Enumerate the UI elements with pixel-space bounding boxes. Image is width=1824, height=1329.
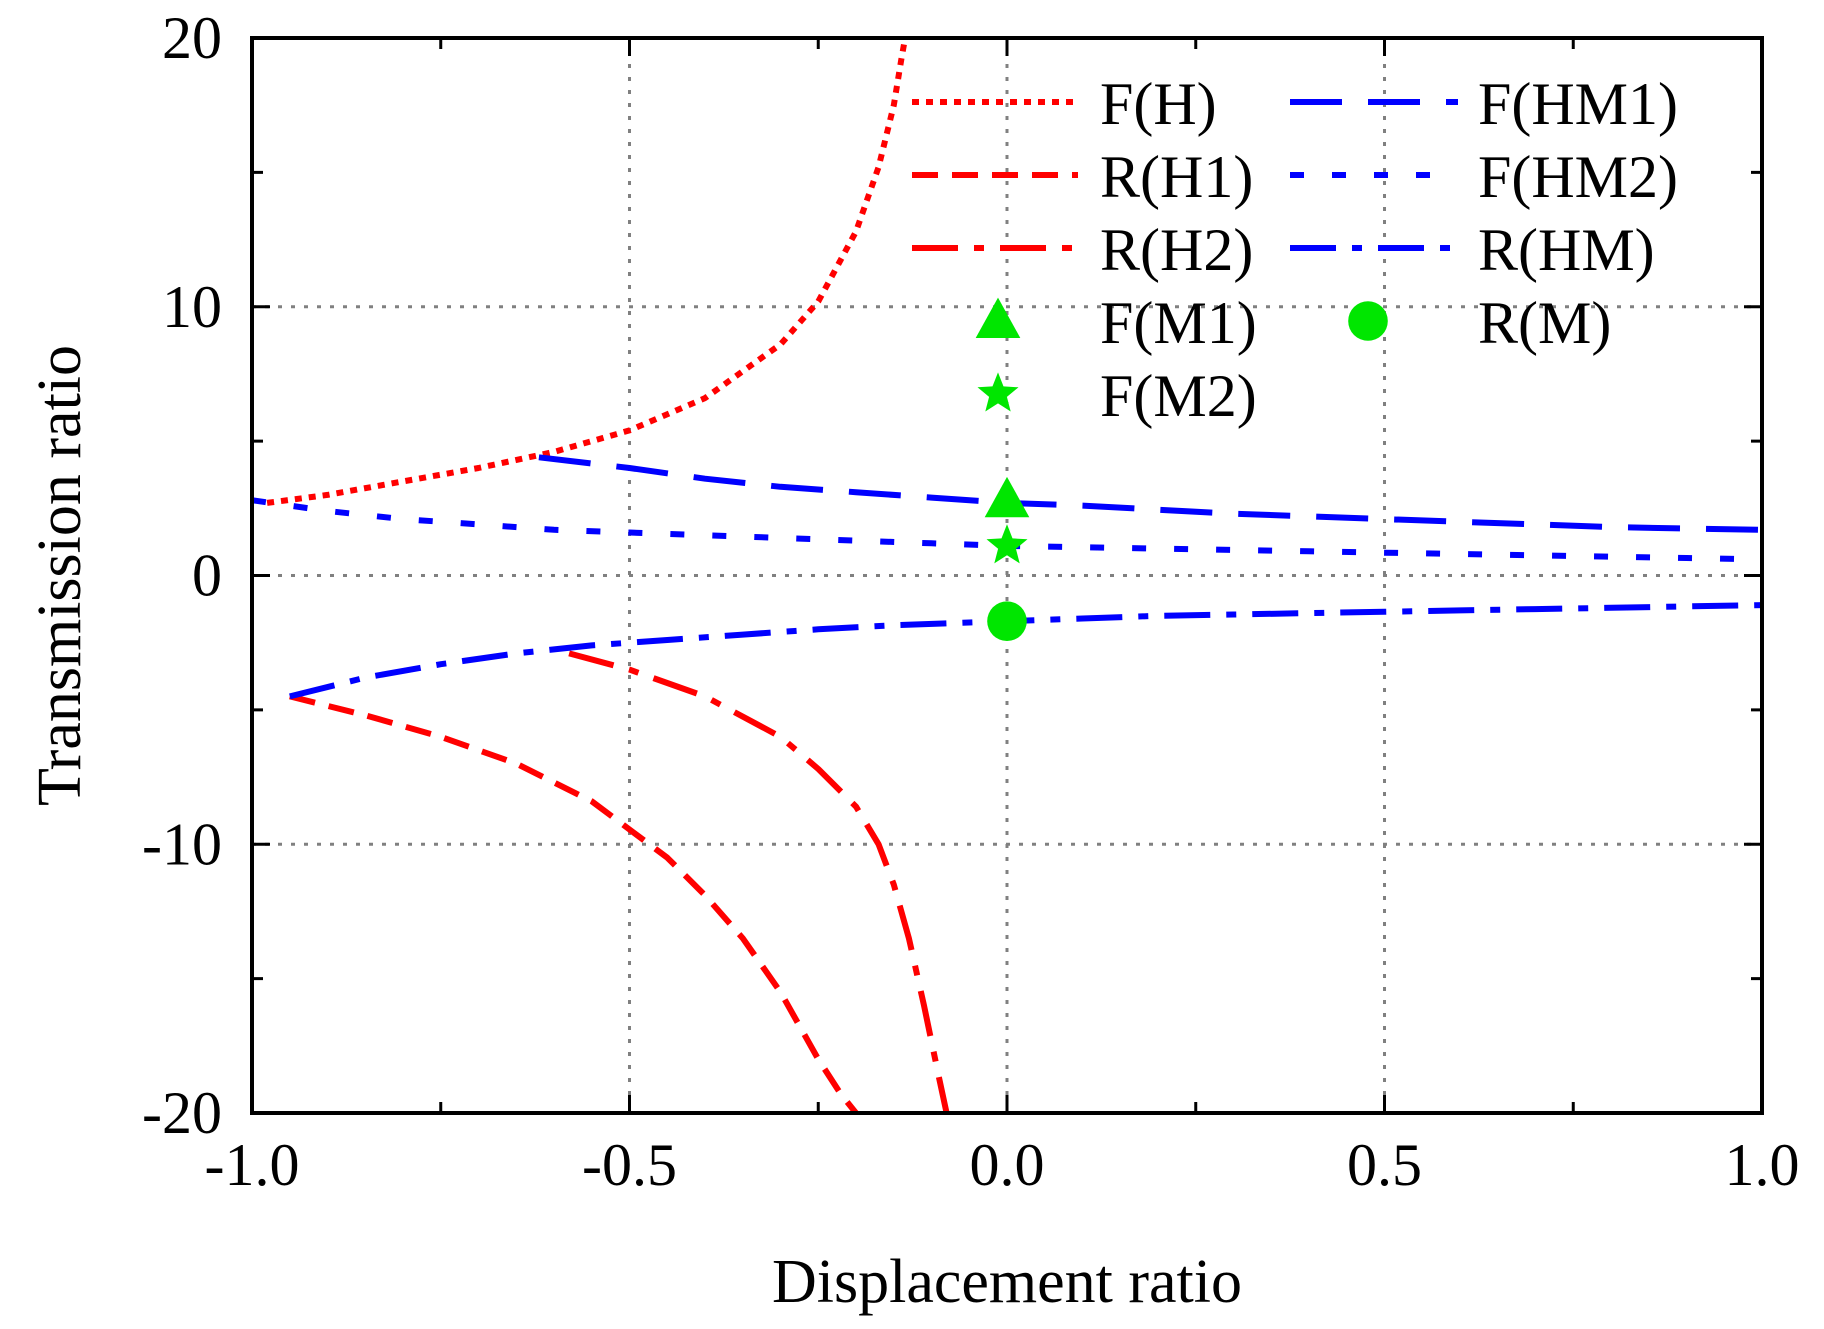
y-tick-label: 0 (192, 543, 222, 609)
point-R(M) (987, 601, 1027, 641)
y-tick-labels: -20 -10 0 10 20 (142, 5, 222, 1146)
grid-lines (252, 38, 1762, 1113)
legend-marker-R(M) (1348, 301, 1388, 341)
legend-label-R(H1): R(H1) (1100, 144, 1253, 210)
x-tick-label: -0.5 (582, 1132, 677, 1198)
series-line-R(H1) (289, 693, 859, 1113)
y-tick-label: -10 (142, 811, 222, 877)
series-line-F(HM1) (538, 454, 1762, 533)
series-line-R(H2) (568, 650, 950, 1113)
point-F(M2) (986, 524, 1028, 564)
y-tick-label: 10 (162, 274, 222, 340)
x-tick-label: -1.0 (205, 1132, 300, 1198)
legend-marker-F(M1) (975, 297, 1021, 339)
legend-label-F(M2): F(M2) (1100, 363, 1257, 429)
y-tick-label: 20 (162, 5, 222, 71)
point-F(M1) (984, 476, 1030, 518)
y-axis-label: Transmission ratio (26, 345, 94, 806)
series-line-F(H) (266, 38, 909, 506)
legend-label-R(H2): R(H2) (1100, 217, 1253, 283)
x-tick-label: 1.0 (1725, 1132, 1800, 1198)
legend-label-F(H): F(H) (1100, 71, 1217, 137)
legend-label-F(M1): F(M1) (1100, 290, 1257, 356)
legend-label-F(HM1): F(HM1) (1478, 71, 1678, 137)
x-tick-labels: -1.0 -0.5 0.0 0.5 1.0 (205, 1132, 1800, 1198)
marker-layer (984, 476, 1030, 641)
legend-label-R(HM): R(HM) (1478, 217, 1655, 283)
legend-label-F(HM2): F(HM2) (1478, 144, 1678, 210)
legend-label-R(M): R(M) (1478, 290, 1611, 356)
x-axis-label: Displacement ratio (772, 1248, 1242, 1316)
axis-ticks (250, 36, 1764, 1115)
x-tick-label: 0.5 (1347, 1132, 1422, 1198)
x-tick-label: 0.0 (970, 1132, 1045, 1198)
y-tick-label: -20 (142, 1080, 222, 1146)
legend-marker-F(M2) (977, 372, 1019, 412)
legend: F(H) F(HM1) R(H1) F(HM2) R(H2) R(HM) F(M1) R(M)… (912, 71, 1678, 429)
